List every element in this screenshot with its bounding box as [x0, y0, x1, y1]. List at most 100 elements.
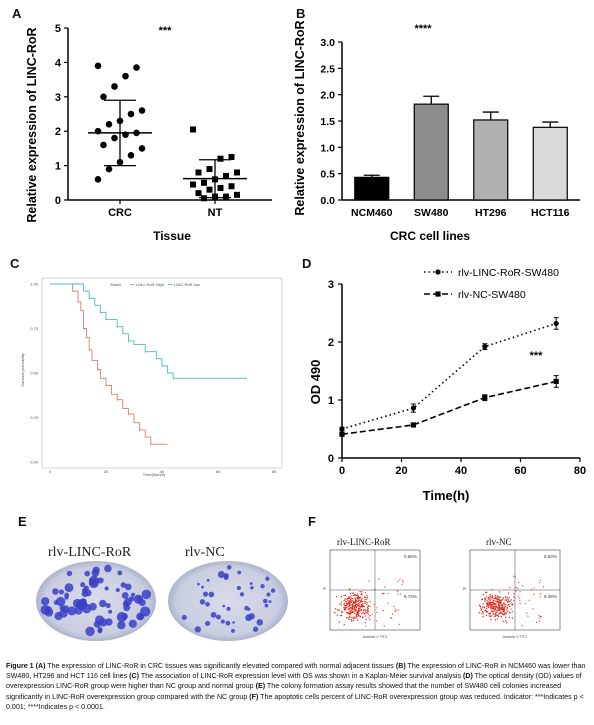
flow-event-dot: [362, 604, 364, 606]
flow-event-dot: [349, 602, 351, 605]
flow-event-dot: [387, 592, 389, 595]
flow-event-dot: [355, 610, 357, 612]
flow-event-dot: [366, 596, 369, 599]
flow-event-dot: [361, 606, 363, 608]
flow-event-dot: [357, 607, 360, 610]
flow-event-dot: [511, 611, 513, 613]
colony-dot: [59, 609, 68, 618]
panel-b-significance: ****: [414, 23, 432, 35]
flow-event-dot: [338, 621, 341, 623]
flow-event-dot: [365, 612, 368, 614]
flow-event-dot: [347, 608, 349, 611]
flow-event-dot: [390, 617, 392, 619]
caption-part-tag: (E): [255, 682, 266, 691]
colony-dot: [232, 621, 235, 624]
flow-event-dot: [382, 592, 384, 594]
flow-event-dot: [360, 605, 362, 608]
flow-event-dot: [502, 602, 505, 605]
flow-event-dot: [393, 606, 395, 608]
panel-b-bar: [473, 119, 509, 201]
flow-event-dot: [363, 596, 366, 599]
flow-event-dot: [362, 611, 364, 613]
panel-e-colony-images: [36, 561, 288, 641]
colony-dot: [223, 573, 229, 579]
flow-event-dot: [505, 599, 508, 601]
flow-event-dot: [501, 598, 504, 600]
panel-d-legend-marker: [435, 291, 441, 297]
flow-event-dot: [495, 600, 497, 602]
flow-event-dot: [518, 581, 520, 584]
panel-label-e: E: [18, 514, 27, 529]
flow-event-dot: [479, 605, 482, 608]
flow-event-dot: [488, 598, 490, 600]
flow-event-dot: [500, 606, 503, 608]
flow-event-dot: [401, 583, 403, 585]
flow-event-dot: [356, 603, 358, 606]
flow-event-dot: [345, 600, 347, 603]
panel-a-point: [133, 64, 140, 71]
flow-event-dot: [384, 586, 386, 588]
colony-dot: [250, 585, 254, 590]
panel-label-d: D: [302, 256, 312, 271]
flow-event-dot: [381, 593, 383, 595]
flow-event-dot: [528, 599, 530, 601]
flow-event-dot: [508, 596, 510, 599]
flow-event-dot: [360, 593, 363, 595]
flow-event-dot: [515, 590, 517, 592]
panel-f-flow-plots: 0.55% 5.72% Annexin V FITC PI 5.53% 6.48…: [323, 549, 561, 639]
flow-event-dot: [354, 610, 356, 612]
flow-event-dot: [508, 605, 511, 608]
flow-event-dot: [492, 605, 494, 607]
colony-dot: [89, 602, 97, 611]
flow-event-dot: [353, 601, 356, 603]
flow-event-dot: [358, 613, 360, 615]
panel-label-c: C: [10, 256, 20, 271]
flow-event-dot: [484, 591, 487, 593]
panel-d-growth-chart: OD 490 Time(h) *** 0 1 2 3 0 20 40 60 80 rlv-LINC…: [308, 267, 586, 503]
flow-event-dot: [490, 619, 492, 621]
flow-event-dot: [538, 615, 540, 617]
flow-event-dot: [349, 598, 352, 601]
panel-a-point: [206, 166, 213, 173]
panel-b-ytick-label: 0.5: [320, 169, 335, 181]
flow-event-dot: [397, 609, 400, 611]
panel-a-point: [138, 145, 146, 152]
flow-plot-right: 5.53% 6.48% Annexin V FITC PI: [463, 549, 561, 639]
flow-event-dot: [486, 599, 488, 602]
colony-dot: [108, 609, 113, 614]
flow-event-dot: [360, 604, 363, 606]
flow-event-dot: [376, 607, 378, 609]
caption-part-text: The apoptotic cells percent of LINC-RoR …: [6, 692, 584, 711]
panel-a-xtick-label: NT: [208, 207, 223, 219]
flow-event-dot: [373, 603, 375, 606]
flow-event-dot: [341, 601, 343, 603]
colony-dot: [41, 597, 50, 606]
colony-dot: [194, 626, 202, 633]
flow-event-dot: [367, 608, 369, 610]
colony-dot: [247, 607, 251, 611]
flow-event-dot: [485, 614, 488, 617]
flow-event-dot: [361, 600, 363, 603]
panel-c-ytick-label: 1.00: [30, 282, 39, 287]
flow-event-dot: [358, 606, 360, 608]
panel-e-left-title: rlv-LINC-RoR: [48, 545, 132, 560]
flow-event-dot: [367, 617, 369, 619]
flow-event-dot: [533, 593, 535, 595]
colony-dot: [121, 592, 129, 599]
flow-event-dot: [478, 604, 481, 606]
panel-a-point: [122, 72, 129, 80]
flow-event-dot: [364, 622, 367, 624]
flow-event-dot: [497, 614, 499, 616]
flow-event-dot: [399, 579, 401, 581]
flow-event-dot: [358, 610, 360, 612]
panel-c-xtick-label: 20: [104, 469, 109, 474]
flow-event-dot: [482, 616, 484, 618]
flow-event-dot: [367, 605, 369, 608]
flow-event-dot: [487, 596, 490, 599]
flow-event-dot: [513, 593, 515, 595]
panel-label-b: B: [296, 6, 306, 21]
flow-event-dot: [538, 620, 541, 622]
flow-event-dot: [350, 604, 352, 606]
flow-event-dot: [352, 619, 355, 621]
flow-event-dot: [349, 606, 352, 609]
